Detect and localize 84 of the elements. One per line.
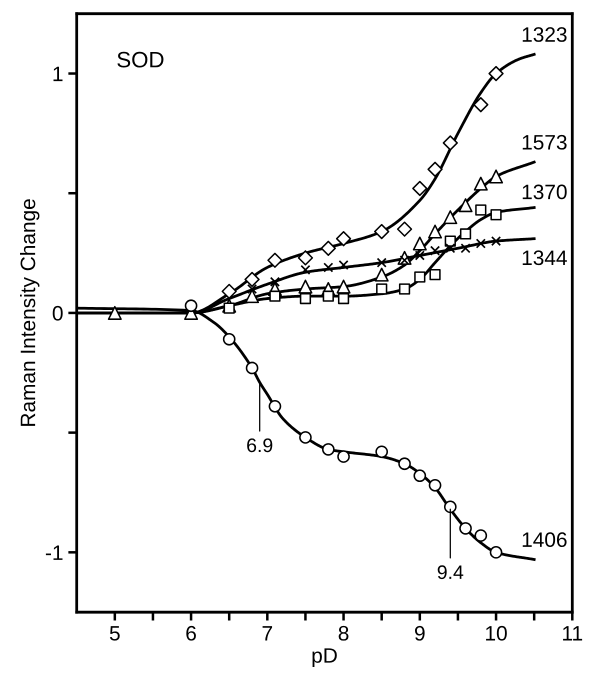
point	[445, 243, 456, 254]
point	[460, 243, 471, 254]
point	[222, 284, 237, 300]
point	[412, 236, 427, 251]
point	[376, 258, 387, 268]
series-label: 1573	[522, 134, 567, 150]
point	[490, 546, 502, 559]
point	[224, 302, 235, 314]
point	[336, 280, 351, 294]
point	[322, 443, 335, 456]
y-axis-title: Raman Intensity Change	[20, 199, 40, 426]
annotation: SOD	[117, 52, 164, 68]
point	[374, 268, 389, 282]
point	[336, 231, 352, 246]
point	[474, 176, 488, 191]
annotation: 6.9	[247, 438, 272, 452]
point	[414, 250, 425, 260]
point	[247, 284, 258, 294]
point	[376, 283, 388, 295]
y-tick-label: -1	[46, 546, 62, 560]
point	[245, 289, 260, 304]
point	[429, 269, 441, 280]
point	[490, 209, 502, 220]
point	[413, 469, 426, 482]
x-tick-label: 9	[414, 626, 425, 641]
x-tick-label: 7	[262, 626, 272, 640]
point	[338, 292, 350, 304]
point	[398, 457, 411, 470]
point	[375, 445, 388, 458]
point	[222, 332, 236, 346]
x-axis-title: pD	[312, 648, 337, 667]
point	[269, 290, 281, 302]
point	[428, 478, 442, 492]
point	[427, 162, 443, 177]
point	[460, 228, 472, 240]
point	[322, 290, 334, 302]
point	[338, 260, 349, 270]
series-label: 1370	[522, 184, 567, 200]
point	[444, 500, 457, 514]
point	[108, 306, 122, 320]
point	[428, 224, 442, 239]
point	[443, 210, 458, 224]
point	[488, 66, 504, 82]
point	[473, 97, 488, 112]
y-tick-label: 0	[52, 306, 63, 321]
x-tick-label: 5	[110, 626, 120, 641]
series-label: 1323	[522, 27, 567, 42]
point	[442, 135, 458, 151]
point	[299, 431, 312, 444]
point	[246, 362, 258, 374]
point	[320, 240, 336, 256]
point	[458, 198, 473, 212]
y-tick-label: 1	[54, 66, 62, 82]
point	[244, 272, 260, 288]
point	[298, 250, 314, 266]
x-tick-label: 10	[486, 626, 507, 641]
point	[337, 450, 350, 463]
point	[474, 529, 488, 542]
point	[300, 292, 312, 304]
point	[374, 224, 390, 240]
x-tick-label: 11	[563, 626, 582, 640]
point	[270, 276, 280, 287]
point	[491, 236, 502, 246]
series-label: 1406	[522, 532, 567, 548]
point	[323, 262, 334, 272]
point	[298, 280, 312, 294]
point	[475, 204, 486, 216]
point	[430, 246, 440, 256]
point	[412, 180, 428, 196]
point	[396, 222, 412, 237]
point	[300, 264, 310, 275]
point	[414, 271, 426, 283]
point	[184, 299, 198, 312]
point	[459, 522, 472, 535]
point	[444, 235, 456, 247]
annotation: 9.4	[438, 565, 464, 580]
x-tick-label: 6	[186, 626, 196, 641]
point	[489, 169, 504, 184]
point	[398, 283, 410, 295]
point	[267, 252, 283, 268]
series-label: 1344	[522, 250, 567, 266]
point	[476, 238, 486, 249]
x-tick-label: 8	[338, 626, 348, 641]
point	[268, 400, 282, 413]
